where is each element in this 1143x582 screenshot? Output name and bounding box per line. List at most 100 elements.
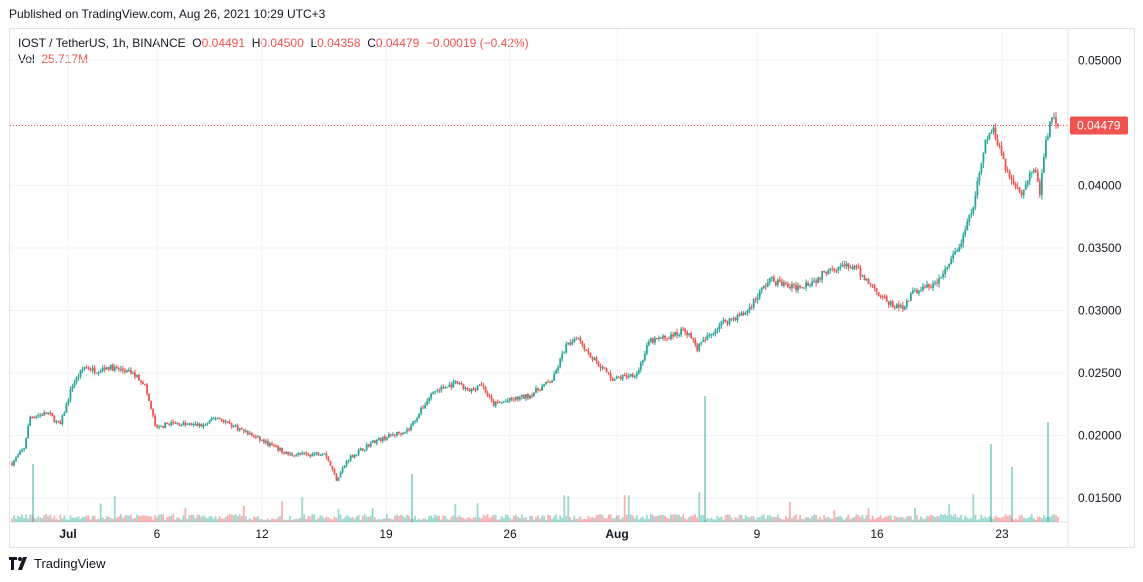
volume-bar — [901, 517, 904, 522]
volume-bar — [680, 516, 683, 522]
candle-body — [887, 301, 890, 305]
candle-body — [192, 424, 195, 426]
volume-bar — [942, 515, 945, 522]
volume-bar — [140, 515, 142, 522]
candle-body — [1020, 192, 1023, 196]
candle-body — [823, 270, 826, 272]
volume-bar — [454, 503, 457, 522]
volume-legend: Vol 25.717M — [18, 52, 88, 66]
candle-body — [954, 251, 957, 254]
candle-body — [331, 465, 334, 470]
candle-body — [992, 127, 995, 133]
volume-bar — [863, 518, 866, 522]
candle-body — [682, 328, 685, 330]
volume-bar — [248, 518, 251, 522]
volume-bar — [482, 514, 485, 522]
candle-body — [819, 277, 822, 280]
volume-bar — [738, 514, 741, 522]
volume-bar — [134, 517, 136, 522]
candle-body — [136, 374, 138, 377]
candle-body — [891, 301, 894, 308]
volume-bar — [867, 508, 870, 522]
candle-body — [458, 383, 461, 385]
volume-bar — [416, 519, 418, 522]
candle-body — [688, 333, 691, 335]
volume-bar — [105, 516, 108, 522]
candle-body — [541, 386, 543, 391]
volume-bar — [1042, 515, 1045, 522]
volume-bar — [313, 514, 316, 522]
volume-bar — [498, 519, 501, 522]
volume-bar — [178, 517, 181, 522]
volume-bar — [81, 517, 84, 522]
candle-body — [621, 375, 624, 379]
candle-body — [948, 263, 951, 267]
candle-body — [309, 454, 312, 457]
volume-bar — [188, 515, 191, 522]
volume-bar — [855, 514, 858, 522]
candle-body — [700, 342, 703, 344]
volume-bar — [176, 517, 179, 522]
candle-body — [690, 333, 693, 339]
candle-body — [571, 342, 574, 345]
candle-body — [508, 397, 511, 401]
volume-bar — [468, 517, 471, 522]
candle-body — [492, 400, 495, 406]
volume-bar — [458, 515, 461, 522]
candle-body — [625, 375, 628, 378]
volume-bar — [508, 517, 511, 522]
volume-bar — [766, 515, 769, 522]
volume-bar — [672, 514, 674, 522]
candle-body — [13, 460, 15, 466]
volume-bar — [488, 518, 491, 522]
candle-body — [742, 312, 745, 315]
candle-body — [55, 420, 58, 423]
candle-body — [488, 395, 491, 397]
candle-body — [446, 386, 449, 388]
volume-bar — [613, 517, 616, 522]
volume-bar — [95, 519, 98, 522]
volume-bar — [516, 516, 519, 522]
volume-bar — [960, 514, 963, 522]
volume-bar — [117, 516, 120, 522]
candle-body — [53, 416, 56, 423]
candle-body — [966, 221, 969, 230]
time-axis[interactable]: Jul 6 12 19 26 Aug 9 16 23 — [59, 527, 1009, 541]
candle-body — [87, 367, 90, 370]
candle-body — [343, 465, 346, 469]
volume-bar — [65, 519, 68, 522]
volume-bar — [583, 518, 586, 522]
candle-body — [839, 266, 842, 268]
volume-bar — [518, 518, 521, 522]
volume-bar — [434, 514, 437, 522]
candle-body — [506, 400, 509, 402]
volume-bar — [885, 516, 888, 522]
candle-body — [500, 402, 503, 404]
candle-body — [321, 454, 324, 456]
candle-body — [188, 423, 191, 425]
candle-body — [148, 393, 150, 402]
volume-bar — [359, 519, 362, 522]
volume-bar — [315, 519, 318, 522]
candle-body — [212, 418, 215, 420]
footer-brand[interactable]: TradingView — [9, 556, 106, 571]
volume-bar — [692, 515, 695, 522]
volume-bar — [422, 518, 425, 522]
volume-bar — [966, 517, 969, 522]
volume-bar — [801, 518, 803, 522]
volume-bar — [758, 517, 761, 522]
candle-body — [807, 282, 809, 286]
volume-bar — [273, 519, 275, 522]
candle-body — [462, 383, 465, 389]
volume-bar — [444, 516, 447, 522]
volume-bar — [599, 514, 602, 522]
volume-bar — [597, 514, 600, 522]
volume-bar — [561, 518, 564, 522]
volume-bar — [11, 518, 13, 522]
volume-bar — [932, 515, 934, 522]
volume-bar — [180, 519, 183, 522]
volume-bar — [446, 518, 449, 522]
volume-bar — [813, 514, 816, 522]
volume-bar — [615, 515, 618, 522]
